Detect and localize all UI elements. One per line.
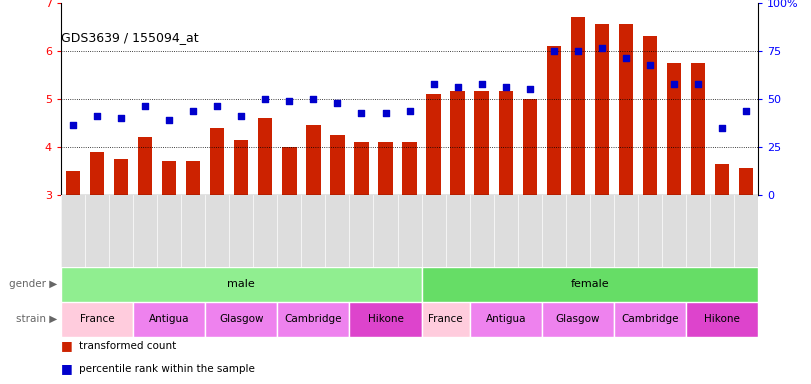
Bar — [133, 302, 205, 337]
Bar — [402, 142, 417, 195]
Bar — [138, 137, 152, 195]
Bar — [162, 161, 176, 195]
Bar — [571, 17, 585, 195]
Bar — [61, 302, 133, 337]
Text: strain ▶: strain ▶ — [15, 314, 57, 324]
Point — [234, 113, 247, 119]
Point — [475, 81, 488, 88]
Point — [620, 55, 633, 61]
Point — [547, 48, 560, 54]
Point — [67, 122, 79, 128]
Point — [331, 101, 344, 107]
Bar — [450, 91, 465, 195]
Bar — [522, 99, 537, 195]
Text: male: male — [227, 279, 255, 289]
Bar — [547, 46, 561, 195]
Point — [283, 98, 296, 104]
Point — [139, 103, 152, 109]
Text: Antigua: Antigua — [486, 314, 526, 324]
Bar — [667, 63, 681, 195]
Bar — [350, 302, 422, 337]
Bar — [594, 24, 609, 195]
Bar — [282, 147, 297, 195]
Point — [500, 84, 513, 90]
Bar — [739, 168, 753, 195]
Bar — [715, 164, 729, 195]
Point — [90, 113, 103, 119]
Text: transformed count: transformed count — [79, 341, 176, 351]
Text: female: female — [571, 279, 609, 289]
Bar — [378, 142, 393, 195]
Bar — [277, 302, 350, 337]
Bar — [186, 161, 200, 195]
Point — [114, 115, 127, 121]
Bar — [499, 91, 513, 195]
Text: France: France — [79, 314, 114, 324]
Point — [211, 103, 224, 109]
Point — [740, 108, 753, 114]
Text: Glasgow: Glasgow — [556, 314, 600, 324]
Text: Glasgow: Glasgow — [219, 314, 264, 324]
Text: GDS3639 / 155094_at: GDS3639 / 155094_at — [61, 31, 199, 44]
Bar — [306, 125, 320, 195]
Text: Cambridge: Cambridge — [285, 314, 342, 324]
Text: Hikone: Hikone — [367, 314, 403, 324]
Bar — [90, 152, 104, 195]
Bar — [66, 171, 80, 195]
Point — [595, 45, 608, 51]
Point — [355, 110, 368, 116]
Point — [523, 86, 536, 92]
Point — [692, 81, 705, 88]
Bar — [330, 135, 345, 195]
Point — [403, 108, 416, 114]
Bar — [422, 302, 470, 337]
Point — [162, 117, 175, 123]
Text: ■: ■ — [61, 362, 72, 375]
Text: France: France — [428, 314, 463, 324]
Bar — [210, 127, 225, 195]
Point — [379, 110, 392, 116]
Text: Hikone: Hikone — [704, 314, 740, 324]
Text: ■: ■ — [61, 339, 72, 352]
Bar — [470, 302, 542, 337]
Point — [427, 81, 440, 88]
Text: Cambridge: Cambridge — [621, 314, 679, 324]
Bar — [427, 94, 441, 195]
Point — [259, 96, 272, 102]
Text: Antigua: Antigua — [148, 314, 189, 324]
Text: gender ▶: gender ▶ — [9, 279, 57, 289]
Bar — [258, 118, 272, 195]
Bar — [542, 302, 614, 337]
Bar — [354, 142, 369, 195]
Point — [644, 62, 657, 68]
Point — [187, 108, 200, 114]
Bar — [234, 139, 248, 195]
Text: percentile rank within the sample: percentile rank within the sample — [79, 364, 255, 374]
Point — [667, 81, 680, 88]
Bar — [691, 63, 706, 195]
Point — [307, 96, 320, 102]
Point — [451, 84, 464, 90]
Point — [572, 48, 585, 54]
Bar — [686, 302, 758, 337]
Bar — [643, 36, 657, 195]
Bar — [474, 91, 489, 195]
Bar — [114, 159, 128, 195]
Bar — [61, 266, 422, 302]
Bar — [614, 302, 686, 337]
Bar — [422, 266, 758, 302]
Bar — [619, 24, 633, 195]
Point — [716, 124, 729, 131]
Bar — [205, 302, 277, 337]
